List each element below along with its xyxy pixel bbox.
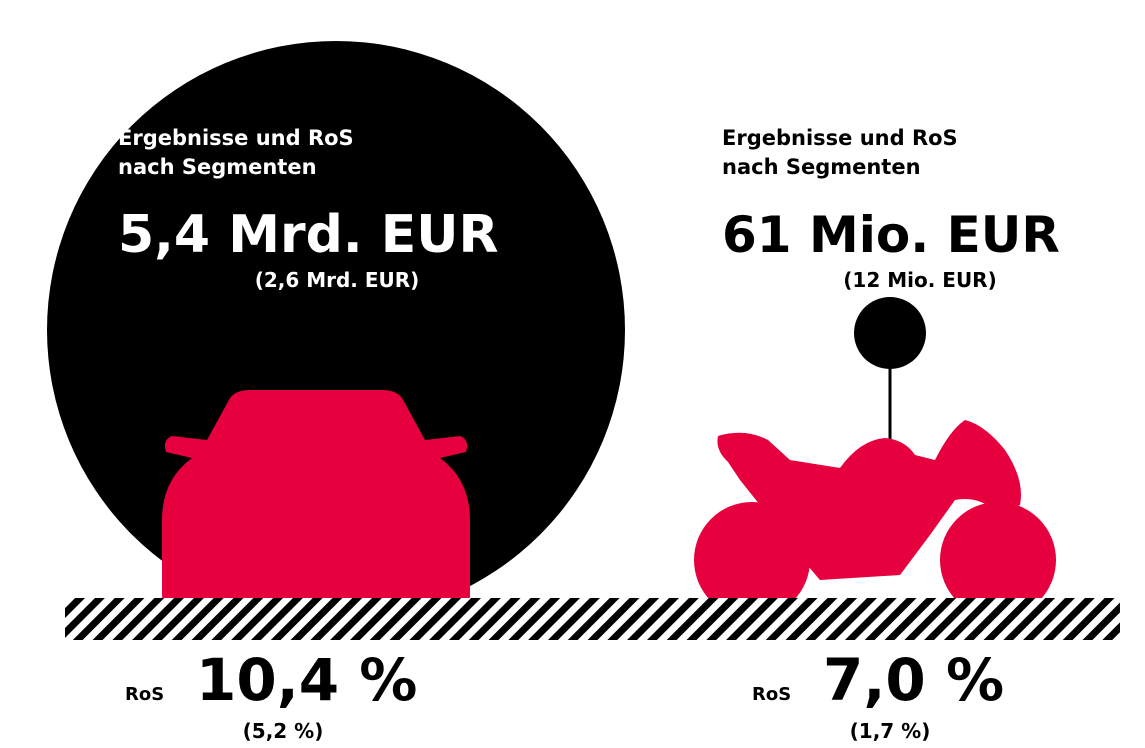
ros-prev: (5,2 %)	[243, 719, 324, 743]
ros-prev: (1,7 %)	[850, 719, 931, 743]
motorbike-icon	[694, 420, 1056, 618]
infographic: Ergebnisse und RoS nach Segmenten 5,4 Mr…	[0, 0, 1145, 744]
ros: 10,4 %	[196, 646, 417, 714]
heading: Ergebnisse und RoS	[118, 126, 354, 150]
heading: nach Segmenten	[722, 155, 921, 179]
heading: nach Segmenten	[118, 155, 317, 179]
result-prev: (2,6 Mrd. EUR)	[255, 268, 420, 292]
ground	[65, 598, 1120, 640]
page: {"segments": [ {"heading": ["Ergebnisse …	[0, 0, 1145, 744]
result: 5,4 Mrd. EUR	[118, 205, 498, 265]
ros-label: RoS	[752, 684, 791, 705]
heading: Ergebnisse und RoS	[722, 126, 958, 150]
ros-label: RoS	[125, 684, 164, 705]
result: 61 Mio. EUR	[722, 206, 1060, 264]
ros: 7,0 %	[823, 646, 1004, 714]
result-prev: (12 Mio. EUR)	[843, 268, 996, 292]
